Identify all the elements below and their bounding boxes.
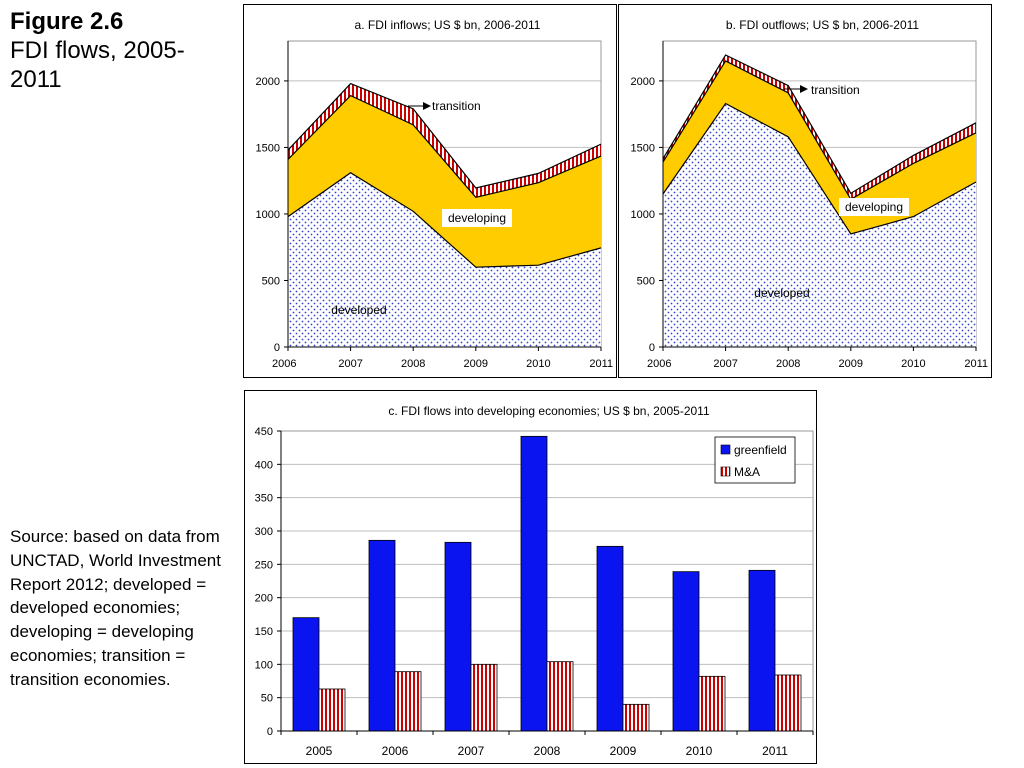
transition-label: transition xyxy=(811,83,860,97)
y-tick-label: 400 xyxy=(255,459,273,471)
outflows-chart-panel: b. FDI outflows; US $ bn, 2006-2011 0 500 1… xyxy=(618,4,992,378)
transition-label: transition xyxy=(432,99,481,113)
figure-title: Figure 2.6 FDI flows, 2005-2011 xyxy=(10,8,230,94)
figure-number: Figure 2.6 xyxy=(10,8,124,35)
x-tick-label: 2009 xyxy=(610,744,637,758)
x-tick-label: 2006 xyxy=(272,358,296,370)
figure-subtitle: FDI flows, 2005-2011 xyxy=(10,36,185,93)
mna-bar xyxy=(622,703,650,732)
y-tick-label: 500 xyxy=(262,275,280,287)
developed-label: developed xyxy=(331,303,386,317)
developing-label-text: developing xyxy=(448,211,506,225)
greenfield-bar xyxy=(596,545,624,732)
y-tick-label: 0 xyxy=(267,726,273,738)
x-tick-label: 2009 xyxy=(839,358,863,370)
x-tick-label: 2010 xyxy=(526,358,550,370)
x-tick-label: 2009 xyxy=(464,358,488,370)
legend-label-greenfield: greenfield xyxy=(734,443,787,457)
developed-label: developed xyxy=(754,286,809,300)
greenfield-bar xyxy=(368,539,396,732)
mna-bar xyxy=(546,661,574,732)
y-tick-label: 2000 xyxy=(631,76,655,88)
mna-bar xyxy=(394,671,422,732)
greenfield-bar xyxy=(672,571,700,732)
developing-label-box xyxy=(442,209,512,227)
legend-swatch-mna xyxy=(720,466,731,477)
developed-area xyxy=(663,103,976,348)
developing-label: developing xyxy=(442,209,512,227)
developing-area-line xyxy=(287,94,602,198)
y-tick-label: 1500 xyxy=(256,142,280,154)
y-tick-label: 450 xyxy=(255,426,273,438)
mna-bar xyxy=(774,674,802,732)
transition-area-line xyxy=(287,82,602,189)
greenfield-bar xyxy=(520,435,548,732)
developing-inflows-bar-chart: c. FDI flows into developing economies; … xyxy=(255,404,814,758)
y-tick-label: 250 xyxy=(255,559,273,571)
greenfield-bar xyxy=(444,541,472,732)
x-tick-label: 2008 xyxy=(776,358,800,370)
developing-area xyxy=(288,95,601,268)
mna-bar xyxy=(698,675,726,732)
outflows-area-chart: b. FDI outflows; US $ bn, 2006-2011 0 500 1… xyxy=(631,18,988,370)
x-tick-label: 2006 xyxy=(647,358,671,370)
transition-area-line xyxy=(662,54,977,195)
developing-label: developing xyxy=(839,198,909,216)
y-tick-label: 200 xyxy=(255,593,273,605)
developing-label-box xyxy=(839,198,909,216)
chart-title: c. FDI flows into developing economies; … xyxy=(388,404,710,418)
x-tick-label: 2007 xyxy=(713,358,737,370)
mna-bar xyxy=(318,688,346,732)
y-tick-label: 1000 xyxy=(256,209,280,221)
y-tick-label: 0 xyxy=(649,342,655,354)
mna-bar xyxy=(470,663,498,732)
developing-area xyxy=(663,60,976,234)
developed-area-line xyxy=(662,102,977,235)
x-tick-label: 2008 xyxy=(534,744,561,758)
chart-title: a. FDI inflows; US $ bn, 2006-2011 xyxy=(355,18,541,32)
x-tick-label: 2007 xyxy=(458,744,485,758)
x-tick-label: 2010 xyxy=(686,744,713,758)
greenfield-bar xyxy=(292,617,320,732)
y-tick-label: 1500 xyxy=(631,142,655,154)
greenfield-bar xyxy=(748,569,776,732)
developing-inflows-chart-panel: c. FDI flows into developing economies; … xyxy=(244,390,817,764)
y-tick-label: 500 xyxy=(637,275,655,287)
x-tick-label: 2007 xyxy=(338,358,362,370)
source-note: Source: based on data from UNCTAD, World… xyxy=(10,527,221,689)
developing-label-text: developing xyxy=(845,200,903,214)
x-tick-label: 2011 xyxy=(964,358,988,370)
y-tick-label: 350 xyxy=(255,493,273,505)
x-tick-label: 2005 xyxy=(306,744,333,758)
y-tick-label: 50 xyxy=(261,693,273,705)
y-tick-label: 0 xyxy=(274,342,280,354)
developed-area-line xyxy=(287,171,602,268)
y-tick-label: 1000 xyxy=(631,209,655,221)
y-tick-label: 100 xyxy=(255,659,273,671)
legend-swatch-greenfield xyxy=(720,444,731,455)
inflows-area-chart: a. FDI inflows; US $ bn, 2006-2011 0 500 10… xyxy=(256,18,613,370)
inflows-chart-panel: a. FDI inflows; US $ bn, 2006-2011 0 500 10… xyxy=(243,4,617,378)
developing-area-line xyxy=(662,60,977,201)
chart-title: b. FDI outflows; US $ bn, 2006-2011 xyxy=(726,18,920,32)
x-tick-label: 2008 xyxy=(401,358,425,370)
legend-label-mna: M&A xyxy=(734,465,760,479)
x-tick-label: 2011 xyxy=(762,744,788,758)
legend: greenfield M&A xyxy=(714,436,796,484)
x-tick-label: 2006 xyxy=(382,744,409,758)
y-tick-label: 2000 xyxy=(256,76,280,88)
developed-area xyxy=(288,172,601,347)
y-tick-label: 150 xyxy=(255,626,273,638)
x-tick-label: 2010 xyxy=(901,358,925,370)
y-tick-label: 300 xyxy=(255,526,273,538)
x-tick-label: 2011 xyxy=(589,358,613,370)
